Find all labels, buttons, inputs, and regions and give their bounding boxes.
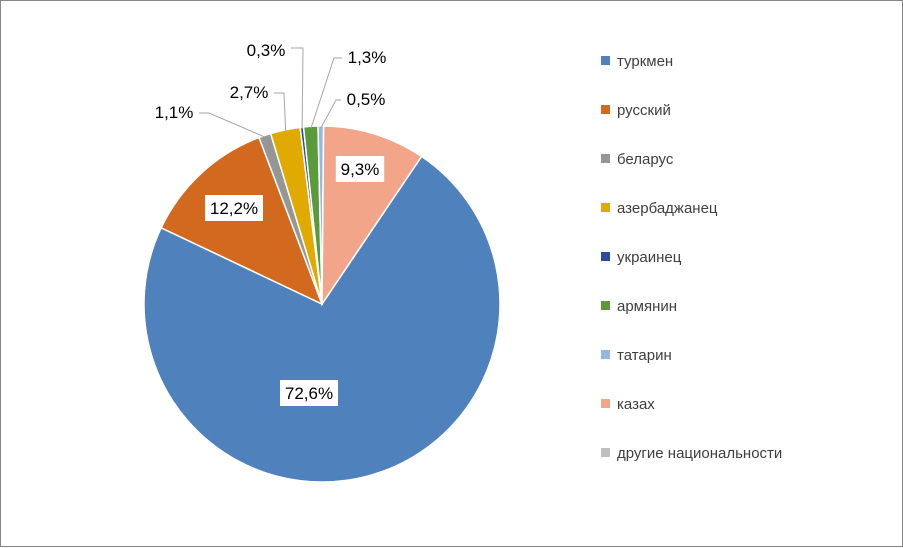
data-label-2: 1,1%: [155, 103, 194, 122]
legend-swatch-8: [601, 448, 610, 457]
leader-line-2: [199, 112, 266, 138]
pie-slices: [143, 125, 501, 483]
legend-entry-7: казах: [601, 396, 655, 413]
legend-label-7: казах: [617, 396, 655, 413]
legend-entry-4: украинец: [601, 249, 682, 266]
data-label-5: 1,3%: [348, 48, 387, 67]
legend-entry-2: беларус: [601, 151, 674, 168]
legend-swatch-3: [601, 203, 610, 212]
legend-swatch-0: [601, 56, 610, 65]
legend-label-1: русский: [617, 102, 671, 119]
data-label-6: 0,5%: [347, 90, 386, 109]
legend-label-3: азербаджанец: [617, 200, 718, 217]
leader-line-3: [274, 92, 287, 132]
legend-swatch-6: [601, 350, 610, 359]
pie-slice-0: [143, 155, 501, 483]
legend-swatch-4: [601, 252, 610, 261]
data-label-box-7: [335, 156, 385, 182]
data-label-box-0: [280, 380, 338, 406]
legend-label-5: армянин: [617, 298, 677, 315]
legend-entry-6: татарин: [601, 347, 672, 364]
legend-label-0: туркмен: [617, 53, 673, 70]
data-label-4: 0,3%: [247, 41, 286, 60]
data-label-text-4: 0,3%: [247, 41, 286, 60]
leader-line-4: [291, 47, 304, 130]
legend-entry-3: азербаджанец: [601, 200, 718, 217]
data-labels: 72,6% 12,2% 1,1% 2,7% 0,3% 1,3% 0,5% 9,3%: [155, 41, 387, 406]
data-label-text-0: 72,6%: [285, 384, 333, 403]
legend-entry-8: другие национальности: [601, 445, 782, 462]
legend-entry-5: армянин: [601, 298, 677, 315]
leader-lines: [199, 47, 342, 138]
data-label-7: 9,3%: [335, 156, 385, 182]
data-label-3: 2,7%: [230, 83, 269, 102]
legend-label-8: другие национальности: [617, 445, 782, 462]
legend-swatch-2: [601, 154, 610, 163]
data-label-text-6: 0,5%: [347, 90, 386, 109]
legend-label-2: беларус: [617, 151, 674, 168]
data-label-0: 72,6%: [280, 380, 338, 406]
leader-line-5: [310, 57, 342, 129]
data-label-1: 12,2%: [205, 195, 263, 221]
legend-label-6: татарин: [617, 347, 672, 364]
data-label-text-2: 1,1%: [155, 103, 194, 122]
data-label-box-1: [205, 195, 263, 221]
legend: туркмен русский беларус азербаджанец украине…: [601, 53, 782, 462]
legend-swatch-1: [601, 105, 610, 114]
legend-entry-0: туркмен: [601, 53, 673, 70]
legend-entry-1: русский: [601, 102, 671, 119]
data-label-text-1: 12,2%: [210, 199, 258, 218]
legend-swatch-5: [601, 301, 610, 310]
leader-line-6: [320, 99, 341, 129]
legend-swatch-7: [601, 399, 610, 408]
data-label-text-7: 9,3%: [341, 160, 380, 179]
legend-label-4: украинец: [617, 249, 682, 266]
data-label-text-3: 2,7%: [230, 83, 269, 102]
data-label-text-5: 1,3%: [348, 48, 387, 67]
